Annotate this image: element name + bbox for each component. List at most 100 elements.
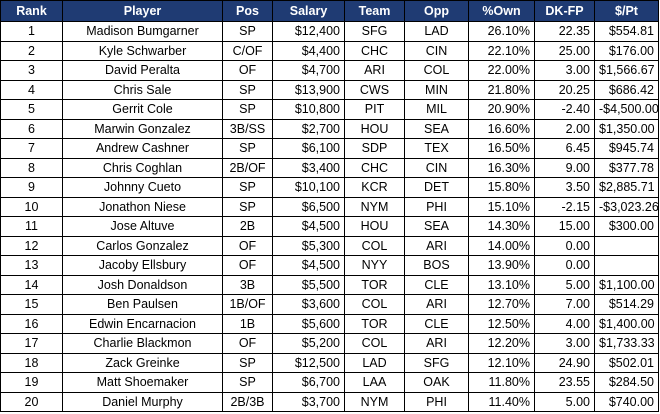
cell-pos: 2B: [222, 216, 273, 237]
cell-pos: SP: [222, 99, 273, 120]
cell-team: CWS: [344, 79, 405, 100]
table-row: 15 Ben Paulsen 1B/OF $3,600 COL ARI 12.70% 7.00…: [0, 294, 659, 315]
cell-pos: SP: [222, 138, 273, 159]
cell-rank: 2: [0, 40, 63, 61]
cell-player: Chris Coghlan: [62, 157, 223, 178]
cell-player: Daniel Murphy: [62, 391, 223, 412]
cell-dk-fp: 2.00: [534, 118, 595, 139]
cell-salary: $3,400: [272, 157, 345, 178]
cell-own-pct: 21.80%: [468, 79, 535, 100]
cell-own-pct: 12.70%: [468, 294, 535, 315]
cell-player: Andrew Cashner: [62, 138, 223, 159]
cell-player: David Peralta: [62, 60, 223, 81]
cell-player: Zack Greinke: [62, 352, 223, 373]
table-row: 6 Marwin Gonzalez 3B/SS $2,700 HOU SEA 16.60% 2…: [0, 118, 659, 139]
cell-opp: TEX: [404, 138, 469, 159]
cell-team: COL: [344, 333, 405, 354]
cell-own-pct: 22.00%: [468, 60, 535, 81]
cell-rank: 10: [0, 196, 63, 217]
cell-opp: PHI: [404, 196, 469, 217]
cell-dk-fp: 6.45: [534, 138, 595, 159]
cell-dollars-per-pt: $2,885.71: [594, 177, 659, 198]
table-row: 8 Chris Coghlan 2B/OF $3,400 CHC CIN 16.30% 9.0…: [0, 157, 659, 178]
cell-dk-fp: 3.00: [534, 60, 595, 81]
cell-pos: OF: [222, 235, 273, 256]
cell-own-pct: 12.50%: [468, 313, 535, 334]
cell-pos: SP: [222, 352, 273, 373]
cell-salary: $5,500: [272, 274, 345, 295]
table-row: 14 Josh Donaldson 3B $5,500 TOR CLE 13.10% 5.00…: [0, 274, 659, 295]
table-row: 9 Johnny Cueto SP $10,100 KCR DET 15.80% 3.50 $2…: [0, 177, 659, 198]
cell-dk-fp: 23.55: [534, 372, 595, 393]
column-header-dk-fp: DK-FP: [534, 0, 595, 22]
cell-own-pct: 16.50%: [468, 138, 535, 159]
cell-dk-fp: 15.00: [534, 216, 595, 237]
cell-pos: 3B: [222, 274, 273, 295]
cell-salary: $12,500: [272, 352, 345, 373]
cell-pos: 3B/SS: [222, 118, 273, 139]
cell-team: ARI: [344, 60, 405, 81]
cell-team: KCR: [344, 177, 405, 198]
cell-dollars-per-pt: $514.29: [594, 294, 659, 315]
cell-opp: MIN: [404, 79, 469, 100]
cell-rank: 18: [0, 352, 63, 373]
table-row: 5 Gerrit Cole SP $10,800 PIT MIL 20.90% -2.40 -$…: [0, 99, 659, 120]
cell-own-pct: 26.10%: [468, 21, 535, 42]
table-row: 16 Edwin Encarnacion 1B $5,600 TOR CLE 12.50% 4…: [0, 313, 659, 334]
cell-rank: 15: [0, 294, 63, 315]
cell-team: LAD: [344, 352, 405, 373]
cell-player: Ben Paulsen: [62, 294, 223, 315]
cell-dollars-per-pt: -$4,500.00: [594, 99, 659, 120]
cell-dollars-per-pt: $1,400.00: [594, 313, 659, 334]
cell-pos: 1B: [222, 313, 273, 334]
cell-rank: 8: [0, 157, 63, 178]
cell-dollars-per-pt: $554.81: [594, 21, 659, 42]
cell-salary: $4,700: [272, 60, 345, 81]
cell-salary: $4,500: [272, 255, 345, 276]
cell-own-pct: 15.80%: [468, 177, 535, 198]
cell-team: HOU: [344, 118, 405, 139]
cell-salary: $10,100: [272, 177, 345, 198]
cell-dollars-per-pt: [594, 255, 659, 276]
cell-opp: SEA: [404, 216, 469, 237]
column-header-player: Player: [62, 0, 223, 22]
table-row: 17 Charlie Blackmon OF $5,200 COL ARI 12.20% 3.…: [0, 333, 659, 354]
cell-player: Matt Shoemaker: [62, 372, 223, 393]
cell-dk-fp: 5.00: [534, 274, 595, 295]
header-row: Rank Player Pos Salary Team Opp %Own DK-FP $/Pt: [0, 0, 659, 22]
cell-dk-fp: 9.00: [534, 157, 595, 178]
cell-opp: MIL: [404, 99, 469, 120]
column-header-salary: Salary: [272, 0, 345, 22]
cell-dk-fp: 4.00: [534, 313, 595, 334]
cell-dk-fp: 24.90: [534, 352, 595, 373]
cell-player: Charlie Blackmon: [62, 333, 223, 354]
cell-dollars-per-pt: $1,733.33: [594, 333, 659, 354]
cell-player: Jacoby Ellsbury: [62, 255, 223, 276]
table-row: 18 Zack Greinke SP $12,500 LAD SFG 12.10% 24.90…: [0, 352, 659, 373]
cell-player: Carlos Gonzalez: [62, 235, 223, 256]
cell-pos: OF: [222, 333, 273, 354]
cell-own-pct: 20.90%: [468, 99, 535, 120]
table-header: Rank Player Pos Salary Team Opp %Own DK-FP $/Pt: [0, 0, 659, 22]
cell-opp: OAK: [404, 372, 469, 393]
cell-dollars-per-pt: $740.00: [594, 391, 659, 412]
cell-rank: 7: [0, 138, 63, 159]
cell-rank: 3: [0, 60, 63, 81]
table-row: 11 Jose Altuve 2B $4,500 HOU SEA 14.30% 15.00 $3…: [0, 216, 659, 237]
cell-team: TOR: [344, 274, 405, 295]
column-header-rank: Rank: [0, 0, 63, 22]
cell-player: Johnny Cueto: [62, 177, 223, 198]
cell-opp: DET: [404, 177, 469, 198]
cell-dollars-per-pt: $284.50: [594, 372, 659, 393]
cell-opp: LAD: [404, 21, 469, 42]
cell-salary: $2,700: [272, 118, 345, 139]
cell-player: Jonathon Niese: [62, 196, 223, 217]
cell-opp: SFG: [404, 352, 469, 373]
cell-salary: $5,600: [272, 313, 345, 334]
cell-rank: 11: [0, 216, 63, 237]
table-row: 12 Carlos Gonzalez OF $5,300 COL ARI 14.00% 0.0…: [0, 235, 659, 256]
table-body: 1 Madison Bumgarner SP $12,400 SFG LAD 26.10% 2…: [0, 21, 659, 412]
table-row: 2 Kyle Schwarber C/OF $4,400 CHC CIN 22.10% 25.…: [0, 40, 659, 61]
